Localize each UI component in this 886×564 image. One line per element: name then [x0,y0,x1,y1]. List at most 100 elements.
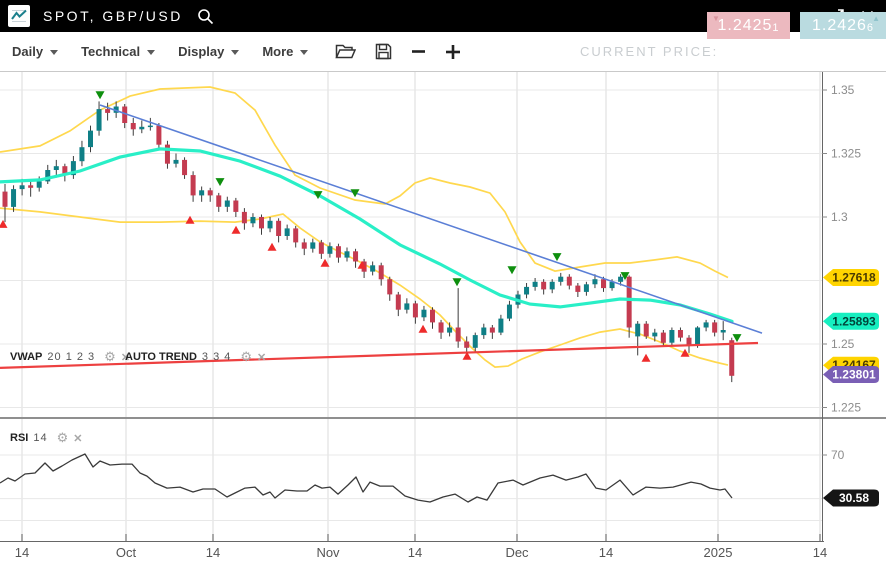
candle-body [147,125,153,128]
vwap-indicator-label: VWAP 20 1 2 3 ⚙ ✕ [10,349,130,365]
buy-signal-icon [641,353,651,362]
menu-technical[interactable]: Technical [81,44,156,59]
search-button[interactable] [197,8,214,25]
candle-body [575,285,581,292]
menu-more[interactable]: More [262,44,309,59]
candle-body [506,304,512,319]
bid-price-pip: 1 [772,21,780,34]
sell-signal-icon [95,91,105,100]
candle-body [259,217,264,229]
candle-body [301,242,307,249]
rsi-params: 14 [33,432,48,444]
candle-body [472,335,478,348]
zoom-out-button[interactable] [411,44,426,59]
vwap-params: 20 1 2 3 [47,351,96,363]
buy-signal-icon [680,348,690,357]
x-axis-label: Oct [116,545,137,560]
candle-body [233,200,239,212]
rsi-axis-label: 70 [831,448,845,462]
app-chart-icon [8,5,30,27]
vwap-settings-gear-icon[interactable]: ⚙ [104,349,116,364]
vwap-remove-icon[interactable]: ✕ [120,351,131,364]
sell-signal-icon [313,191,323,200]
candle-body [524,286,530,295]
rsi-name: RSI [10,432,29,444]
vwap-line [0,341,759,369]
candle-body [250,217,256,224]
rsi-value-badge [823,489,879,507]
candle-body [498,318,504,333]
current-price-label: CURRENT PRICE: [580,44,719,59]
candle-body [156,125,162,145]
candle-body [455,327,461,342]
auto-trend-remove-icon[interactable]: ✕ [257,351,267,364]
candle-body [660,332,666,343]
buy-signal-icon [418,324,428,333]
chevron-down-icon [231,50,240,55]
chevron-down-icon [300,50,309,55]
save-icon [376,43,392,60]
candle-body [173,159,179,164]
auto-trendline [99,104,763,334]
candle-body [105,109,111,113]
buy-signal-icon [267,242,277,251]
x-axis-label: 14 [813,545,827,560]
rsi-value-badge-label: 30.58 [839,491,869,505]
candle-body [464,341,470,348]
x-axis-label: 14 [206,545,220,560]
candle-body [421,309,427,318]
price-line-badge-label: 1.27618 [832,271,876,285]
auto-trend-settings-gear-icon[interactable]: ⚙ [240,349,253,364]
buy-signal-icon [231,225,241,234]
candle-body [558,276,564,282]
candle-body [729,340,735,376]
price-line-badge [823,269,879,286]
bid-price-value: 1.2425 [717,16,773,34]
candle-body [70,161,76,176]
candle-body [489,327,495,333]
bollinger-lower-line [0,207,729,368]
x-axis-label: 14 [599,545,613,560]
rsi-remove-icon[interactable]: ✕ [73,432,83,445]
buy-signal-icon [0,219,8,228]
x-axis-label: 14 [15,545,29,560]
candle-body [2,191,8,207]
save-button[interactable] [375,43,392,60]
candle-body [207,190,213,196]
buy-signal-icon [320,258,330,267]
candle-body [344,251,350,258]
rsi-indicator-label: RSI 14 ⚙ ✕ [10,430,82,446]
menu-display[interactable]: Display [178,44,240,59]
open-file-button[interactable] [335,43,357,60]
candle-body [335,246,341,258]
sell-signal-icon [215,178,225,187]
zoom-in-button[interactable] [445,44,461,60]
candle-body [541,281,547,290]
rsi-settings-gear-icon[interactable]: ⚙ [56,430,69,445]
chevron-down-icon [50,50,59,55]
open-folder-icon [335,44,357,59]
moving-average-line [0,147,734,323]
menu-technical-label: Technical [81,44,141,59]
bid-price-badge: ▼ 1.2425 1 [707,12,790,39]
price-line-badge-label: 1.23801 [832,368,876,382]
rsi-line [0,453,733,503]
price-axis-label: 1.3 [831,210,848,224]
candle-body [609,281,615,289]
sell-signal-icon [350,189,360,198]
price-axis-label: 1.35 [831,83,855,97]
auto-trend-params: 3 3 4 [201,351,232,363]
price-axis-label: 1.225 [831,401,861,415]
minus-icon [412,50,426,53]
ask-price-pip: 6 [866,21,875,34]
menu-more-label: More [262,44,294,59]
candle-body [139,126,145,130]
sell-signal-icon [452,278,462,287]
candle-body [720,330,726,333]
candle-body [532,281,538,287]
candle-body [370,265,376,272]
candle-body [224,200,230,207]
sell-signal-icon [732,334,742,343]
menu-daily[interactable]: Daily [12,44,59,59]
